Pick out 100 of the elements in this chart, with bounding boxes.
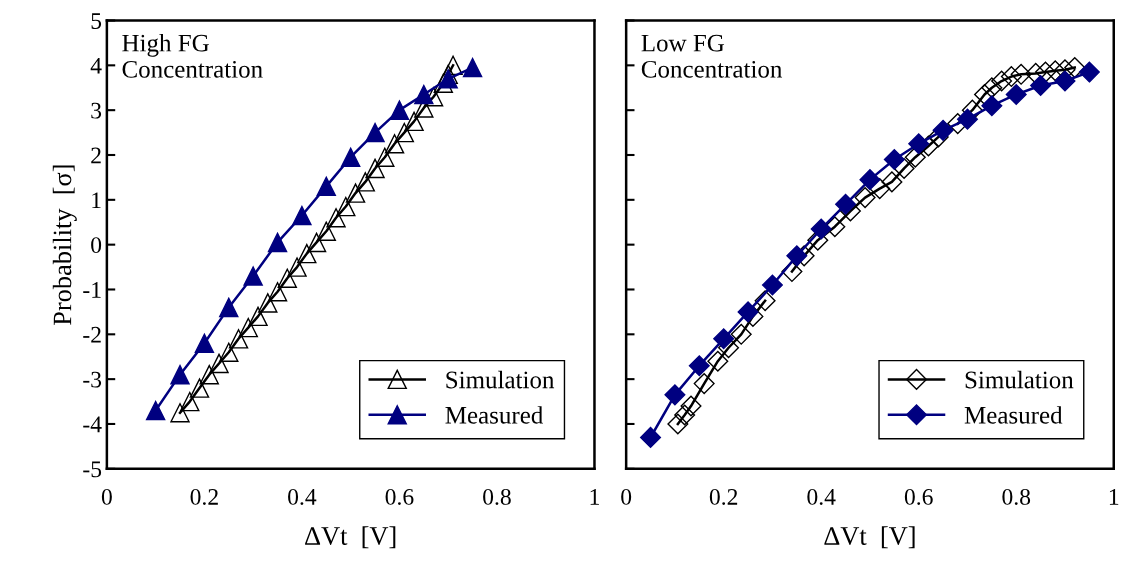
point bbox=[754, 290, 776, 312]
point bbox=[258, 293, 278, 313]
point bbox=[219, 342, 239, 362]
point bbox=[881, 171, 903, 193]
point bbox=[170, 403, 190, 423]
point bbox=[433, 73, 454, 93]
x-tick-label: 1 bbox=[590, 489, 599, 505]
point bbox=[667, 413, 689, 435]
point bbox=[355, 172, 376, 192]
point bbox=[189, 378, 210, 398]
point bbox=[316, 176, 337, 197]
point bbox=[1054, 70, 1076, 92]
y-tick-label: -3 bbox=[83, 371, 102, 388]
point bbox=[688, 355, 710, 377]
point bbox=[786, 245, 808, 267]
x-tick-label: 0.4 bbox=[807, 488, 836, 505]
x-tick-label: 0.8 bbox=[1002, 488, 1031, 505]
y-tick-label: 2 bbox=[91, 147, 101, 164]
annotation: Low FG Concentration bbox=[641, 34, 783, 78]
point bbox=[1010, 63, 1032, 85]
y-tick-label: 3 bbox=[91, 102, 102, 119]
legend-label: Measured bbox=[445, 406, 544, 424]
point bbox=[345, 183, 366, 203]
point bbox=[693, 373, 715, 395]
point bbox=[908, 133, 930, 155]
point bbox=[219, 297, 239, 318]
point bbox=[404, 111, 424, 132]
y-tick-label: -5 bbox=[83, 461, 102, 478]
point bbox=[680, 395, 702, 417]
x-tick-label: 0.6 bbox=[904, 488, 933, 505]
point bbox=[854, 187, 876, 209]
point bbox=[1005, 83, 1027, 105]
legend-label: Simulation bbox=[446, 370, 555, 389]
point bbox=[737, 301, 759, 323]
x-tick-label: 0.4 bbox=[288, 488, 317, 505]
point bbox=[893, 157, 915, 179]
y-tick-label: 1 bbox=[92, 192, 101, 209]
y-tick-label: -1 bbox=[83, 282, 101, 298]
point bbox=[640, 426, 662, 448]
point bbox=[365, 122, 385, 143]
point bbox=[462, 57, 483, 78]
y-tick-label: 4 bbox=[90, 57, 102, 74]
point bbox=[713, 328, 735, 350]
annotation: High FG Concentration bbox=[122, 33, 263, 78]
y-tick-label: 0 bbox=[91, 237, 102, 254]
point bbox=[810, 218, 832, 240]
point bbox=[859, 169, 881, 191]
point bbox=[248, 306, 268, 327]
point bbox=[394, 122, 415, 143]
x-axis-title: ΔVt [V] bbox=[305, 526, 396, 549]
point bbox=[414, 84, 434, 105]
y-tick-label: -4 bbox=[83, 416, 102, 433]
point bbox=[306, 232, 327, 253]
x-tick-label: 0.6 bbox=[385, 488, 414, 505]
x-axis-title: ΔVt [V] bbox=[824, 526, 915, 549]
point bbox=[981, 77, 1003, 99]
point bbox=[287, 257, 307, 277]
point bbox=[981, 95, 1003, 117]
point bbox=[730, 323, 752, 345]
legend-label: Simulation bbox=[965, 370, 1074, 389]
x-tick-label: 0.8 bbox=[483, 488, 511, 505]
point bbox=[932, 119, 954, 141]
point bbox=[365, 158, 385, 179]
legend-label: Measured bbox=[964, 406, 1063, 424]
point bbox=[1044, 60, 1066, 82]
point bbox=[664, 384, 686, 406]
point bbox=[145, 400, 166, 421]
point bbox=[180, 391, 200, 412]
point bbox=[883, 148, 905, 170]
point bbox=[781, 261, 803, 283]
point bbox=[340, 147, 361, 167]
x-tick-label: 0.2 bbox=[190, 488, 218, 505]
point bbox=[389, 100, 410, 120]
point bbox=[438, 64, 458, 85]
point bbox=[1064, 57, 1086, 79]
point bbox=[904, 146, 926, 168]
point bbox=[1078, 61, 1100, 83]
point bbox=[974, 83, 996, 105]
point bbox=[336, 196, 356, 217]
point bbox=[761, 274, 783, 296]
point bbox=[170, 364, 190, 385]
y-tick-label: -2 bbox=[83, 326, 101, 343]
point bbox=[956, 108, 978, 130]
point bbox=[375, 147, 395, 167]
point bbox=[423, 86, 444, 107]
point bbox=[384, 134, 405, 154]
point bbox=[194, 333, 215, 354]
x-tick-label: 0 bbox=[621, 488, 632, 505]
point bbox=[199, 364, 219, 385]
point bbox=[1034, 61, 1057, 83]
point bbox=[238, 317, 258, 338]
point bbox=[292, 205, 312, 226]
point bbox=[277, 268, 298, 288]
x-tick-label: 0.2 bbox=[709, 488, 738, 505]
point bbox=[316, 221, 337, 241]
point bbox=[443, 55, 463, 76]
point bbox=[1025, 62, 1047, 84]
point bbox=[674, 404, 696, 426]
point bbox=[991, 70, 1013, 92]
point bbox=[1030, 74, 1052, 97]
